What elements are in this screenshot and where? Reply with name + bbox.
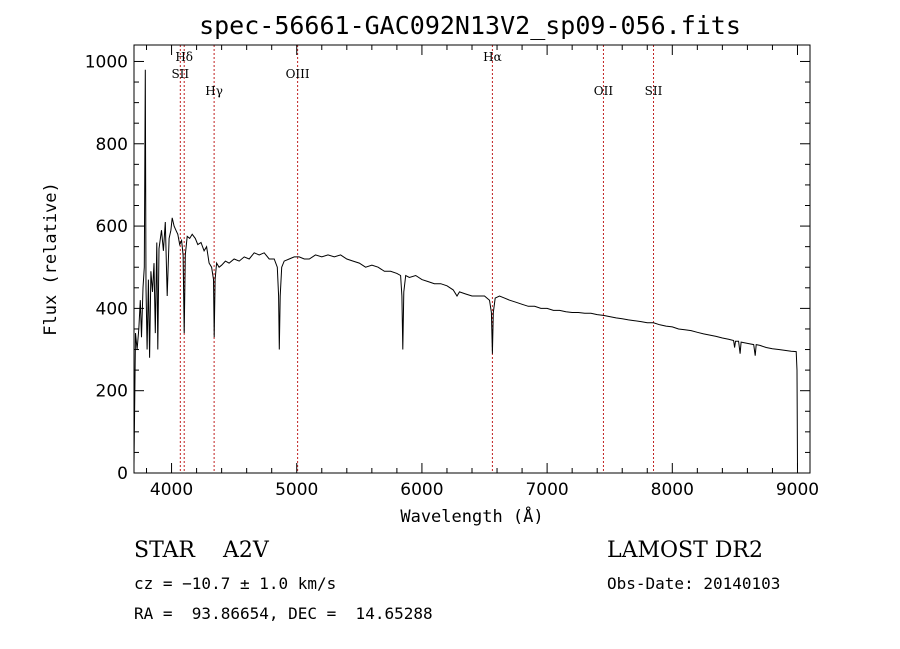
x-tick-label: 5000 [275, 480, 318, 500]
coordinates-label: RA = 93.86654, DEC = 14.65288 [134, 604, 433, 623]
spectral-line-label: Hδ [175, 50, 193, 64]
x-tick-label: 4000 [150, 480, 193, 500]
spectral-line-label: Hγ [205, 84, 223, 98]
x-tick-label: 6000 [400, 480, 443, 500]
redshift-label: cz = −10.7 ± 1.0 km/s [134, 574, 337, 593]
x-tick-label: 8000 [651, 480, 694, 500]
y-axis-label: Flux (relative) [41, 182, 61, 336]
spectral-line-label: SII [645, 84, 663, 98]
chart-title: spec-56661-GAC092N13V2_sp09-056.fits [199, 11, 741, 40]
x-axis-label: Wavelength (Å) [400, 505, 543, 527]
spectral-line-label: Hα [483, 50, 502, 64]
y-tick-label: 800 [96, 135, 128, 155]
x-tick-label: 7000 [525, 480, 568, 500]
object-class-label: STAR A2V [134, 538, 269, 563]
spectral-line-label: SII [171, 67, 189, 81]
y-tick-label: 0 [117, 464, 128, 484]
y-tick-label: 600 [96, 217, 128, 237]
spectrum-line [133, 69, 798, 469]
survey-label: LAMOST DR2 [607, 538, 763, 563]
spectral-line-label: OII [594, 84, 614, 98]
y-tick-label: 1000 [85, 52, 128, 72]
spectral-line-label: OIII [286, 67, 310, 81]
x-tick-label: 9000 [776, 480, 819, 500]
y-tick-label: 400 [96, 299, 128, 319]
obs-date-label: Obs-Date: 20140103 [607, 574, 781, 593]
y-tick-label: 200 [96, 382, 128, 402]
